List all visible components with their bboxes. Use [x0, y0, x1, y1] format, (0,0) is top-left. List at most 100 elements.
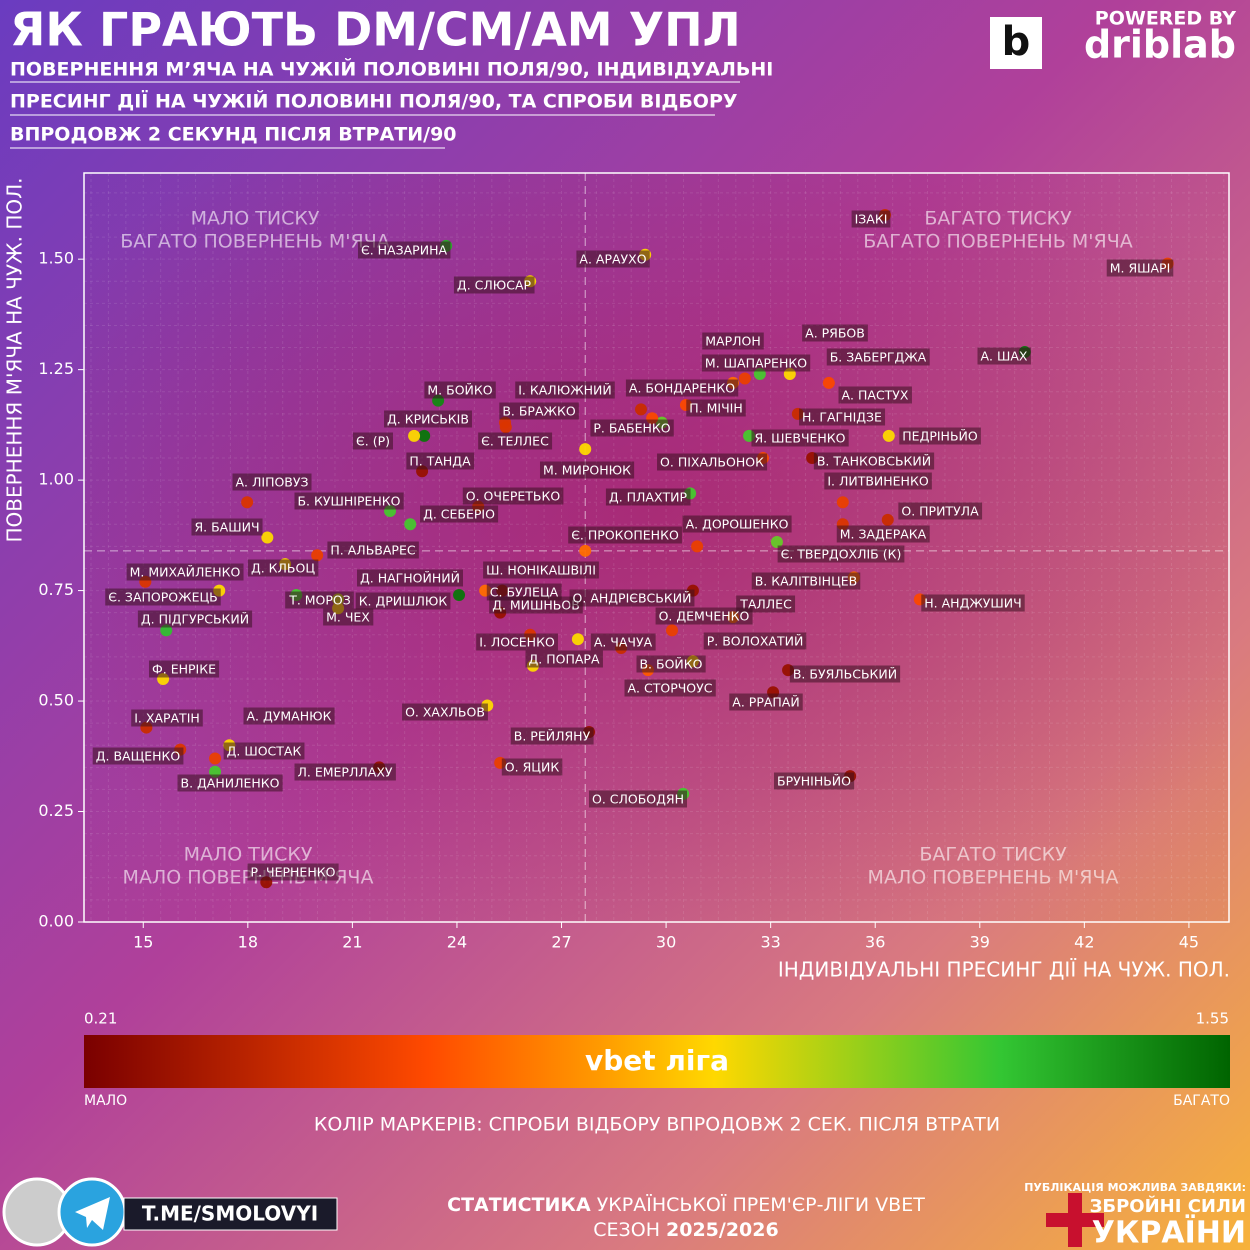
point-label: Є. (Р) [356, 434, 390, 449]
point-label-bg [898, 502, 983, 520]
point-label-bg [515, 381, 615, 399]
point-label: К. ДРИШЛЮК [359, 594, 448, 609]
data-point [261, 531, 274, 544]
brand-icon-letter: b [1002, 19, 1031, 65]
point-label: О. ХАХЛЬОВ [405, 705, 485, 720]
point-label: М. ШАПАРЕНКО [705, 356, 807, 371]
point-label-bg [486, 583, 562, 601]
season-line: СЕЗОН 2025/2026 [593, 1219, 778, 1241]
point-label: О. СЛОБОДЯН [592, 792, 684, 807]
point-label-bg [682, 515, 792, 533]
point-label: БРУНІНЬЙО [777, 774, 851, 789]
point-label-bg [462, 487, 564, 505]
data-point [666, 624, 679, 637]
point-label: Д. МИШНЬОВ [492, 598, 580, 613]
point-label: Д. КРИСЬКІВ [387, 412, 469, 427]
point-label-bg [751, 429, 849, 447]
data-point [770, 535, 783, 548]
data-point [418, 429, 431, 442]
data-point [882, 429, 895, 442]
data-point [691, 540, 704, 553]
point-label: І. ЛИТВИНЕНКО [827, 474, 929, 489]
subtitle: ПОВЕРНЕННЯ М’ЯЧА НА ЧУЖІЙ ПОЛОВИНІ ПОЛЯ/… [10, 58, 773, 81]
point-label: М. ЯШАРІ [1110, 261, 1171, 276]
point-label-bg [483, 561, 599, 579]
quadrant-label: МАЛО ПОВЕРНЕНЬ М'ЯЧА [868, 867, 1119, 889]
data-point [738, 372, 751, 385]
subtitle: ВПРОДОВЖ 2 СЕКУНД ПІСЛЯ ВТРАТИ/90 [10, 124, 457, 146]
point-label: В. РЕЙЛЯНУ [514, 729, 591, 744]
point-label: Д. ПЛАХТИР [609, 490, 688, 505]
point-label: О. ОЧЕРЕТЬКО [466, 489, 561, 504]
point-label-bg [569, 589, 695, 607]
stats-rest: УКРАЇНСЬКОЇ ПРЕМ'ЄР-ЛІГИ VBET [591, 1193, 926, 1216]
colorbar-low: МАЛО [84, 1093, 127, 1109]
point-label: Я. ШЕВЧЕНКО [754, 431, 845, 446]
point-label: Д. СЕБЕРІО [423, 507, 495, 522]
brand: driblab [1084, 23, 1236, 67]
point-label: М. МИХАЙЛЕНКО [130, 565, 241, 580]
point-label-bg [921, 594, 1025, 612]
point-label-bg [353, 432, 393, 450]
point-label-bg [625, 379, 739, 397]
x-tick-label: 45 [1179, 933, 1199, 952]
point-label: В. БУЯЛЬСЬКИЙ [793, 667, 897, 682]
point-label-bg [501, 758, 563, 776]
point-label-bg [323, 608, 374, 626]
point-label: В. КАЛІТВІНЦЕВ [755, 574, 858, 589]
data-point [209, 752, 222, 765]
colorbar-high: БАГАТО [1173, 1093, 1230, 1109]
point-label-bg [686, 399, 746, 417]
point-label: Д. ПІДГУРСЬКИЙ [141, 612, 249, 627]
x-tick-label: 33 [760, 933, 780, 952]
point-label: А. ДУМАНЮК [247, 709, 332, 724]
data-point [408, 429, 421, 442]
army-line2: УКРАЇНИ [1092, 1215, 1246, 1250]
stats-bold: СТАТИСТИКА [447, 1194, 591, 1216]
point-label-bg [851, 210, 891, 228]
point-label-bg [92, 747, 184, 765]
colorbar-title: КОЛІР МАРКЕРІВ: СПРОБИ ВІДБОРУ ВПРОДОВЖ … [314, 1114, 1000, 1136]
point-label: О. ПІХАЛЬОНОК [660, 455, 764, 470]
point-label-bg [1106, 259, 1174, 277]
data-point [571, 633, 584, 646]
subtitle: ПРЕСИНГ ДІЇ НА ЧУЖІЙ ПОЛОВИНІ ПОЛЯ/90, Т… [10, 89, 738, 113]
point-label-bg [453, 276, 535, 294]
point-label-bg [824, 472, 932, 490]
point-label: Р. ВОЛОХАТИЙ [707, 634, 804, 649]
point-label-bg [836, 525, 930, 543]
point-label: О. АНДРІЄВСЬКИЙ [573, 591, 692, 606]
point-label: Є. ЗАПОРОЖЕЦЬ [108, 590, 218, 605]
point-label: В. ТАНКОВСЬКИЙ [817, 454, 931, 469]
point-label-bg [478, 432, 553, 450]
point-label: Н. АНДЖУШИЧ [924, 596, 1021, 611]
point-label: Ш. НОНІКАШВІЛІ [486, 563, 596, 578]
x-tick-label: 36 [865, 933, 885, 952]
handle[interactable]: T.ME/SMOLOVYI [142, 1202, 318, 1226]
point-label-bg [655, 607, 753, 625]
point-label-bg [131, 709, 203, 727]
data-point [579, 544, 592, 557]
data-point [499, 421, 512, 434]
quadrant-label: БАГАТО ТИСКУ [924, 208, 1072, 230]
colorbar-min: 0.21 [84, 1010, 117, 1028]
point-label: П. ТАНДА [409, 454, 471, 469]
point-label: А. РЯБОВ [805, 326, 865, 341]
point-label: В. ДАНИЛЕНКО [181, 776, 280, 791]
plot-area [83, 172, 1230, 923]
x-tick-label: 39 [970, 933, 990, 952]
point-label-bg [605, 488, 691, 506]
x-tick-label: 24 [447, 933, 467, 952]
point-label-bg [402, 703, 488, 721]
stats-line: СТАТИСТИКА УКРАЇНСЬКОЇ ПРЕМ'ЄР-ЛІГИ VBET [447, 1193, 925, 1216]
x-tick-label: 42 [1074, 933, 1094, 952]
powered-by: POWERED BY [1095, 8, 1236, 30]
title: ЯК ГРАЮТЬ DM/CM/AM УПЛ [10, 3, 741, 57]
brand-icon [990, 17, 1042, 69]
point-label-bg [657, 453, 768, 471]
point-label: М. БОЙКО [427, 383, 492, 398]
point-label: Д. ВАЩЕНКО [96, 749, 181, 764]
data-point [634, 403, 647, 416]
point-label: Я. БАШИЧ [194, 520, 259, 535]
